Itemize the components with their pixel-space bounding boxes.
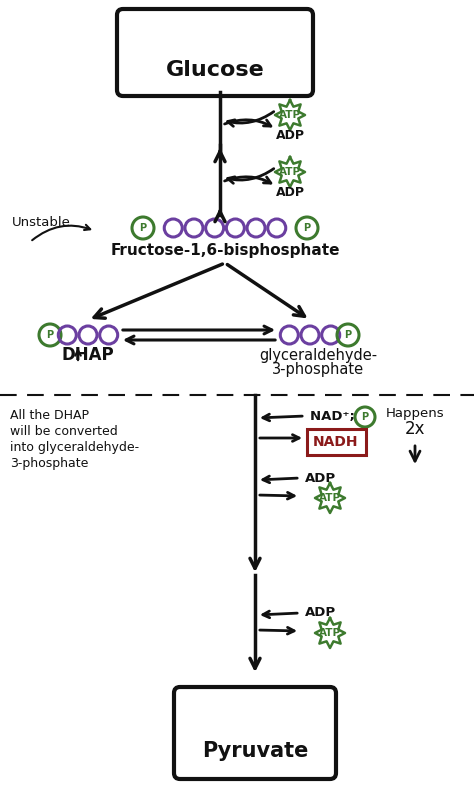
- Text: Glucose: Glucose: [165, 60, 264, 80]
- Text: ADP: ADP: [305, 607, 336, 619]
- Text: DHAP: DHAP: [62, 346, 114, 364]
- Text: ADP: ADP: [305, 471, 336, 485]
- Text: ATP: ATP: [319, 493, 341, 503]
- Text: P: P: [139, 223, 146, 233]
- Text: NAD⁺;: NAD⁺;: [310, 410, 359, 422]
- FancyBboxPatch shape: [117, 9, 313, 96]
- Text: Unstable: Unstable: [12, 215, 71, 229]
- Text: 3-phosphate: 3-phosphate: [10, 456, 88, 470]
- Text: 3-phosphate: 3-phosphate: [272, 362, 364, 377]
- Text: ATP: ATP: [279, 167, 301, 177]
- Text: P: P: [303, 223, 310, 233]
- Text: ATP: ATP: [279, 110, 301, 120]
- Text: glyceraldehyde-: glyceraldehyde-: [259, 348, 377, 362]
- FancyBboxPatch shape: [174, 687, 336, 779]
- Text: ADP: ADP: [275, 185, 304, 199]
- Text: NADH: NADH: [313, 435, 359, 449]
- FancyBboxPatch shape: [307, 429, 366, 455]
- Text: Fructose-1,6-bisphosphate: Fructose-1,6-bisphosphate: [110, 243, 340, 258]
- Text: into glyceraldehyde-: into glyceraldehyde-: [10, 440, 139, 454]
- Text: ADP: ADP: [275, 128, 304, 142]
- Text: ATP: ATP: [319, 628, 341, 638]
- Text: Happens: Happens: [386, 407, 444, 419]
- Text: 2x: 2x: [405, 420, 425, 438]
- Text: P: P: [345, 330, 352, 340]
- Text: P: P: [362, 412, 369, 422]
- Text: P: P: [46, 330, 54, 340]
- Text: Pyruvate: Pyruvate: [202, 741, 308, 761]
- Text: will be converted: will be converted: [10, 425, 118, 437]
- Text: All the DHAP: All the DHAP: [10, 408, 89, 422]
